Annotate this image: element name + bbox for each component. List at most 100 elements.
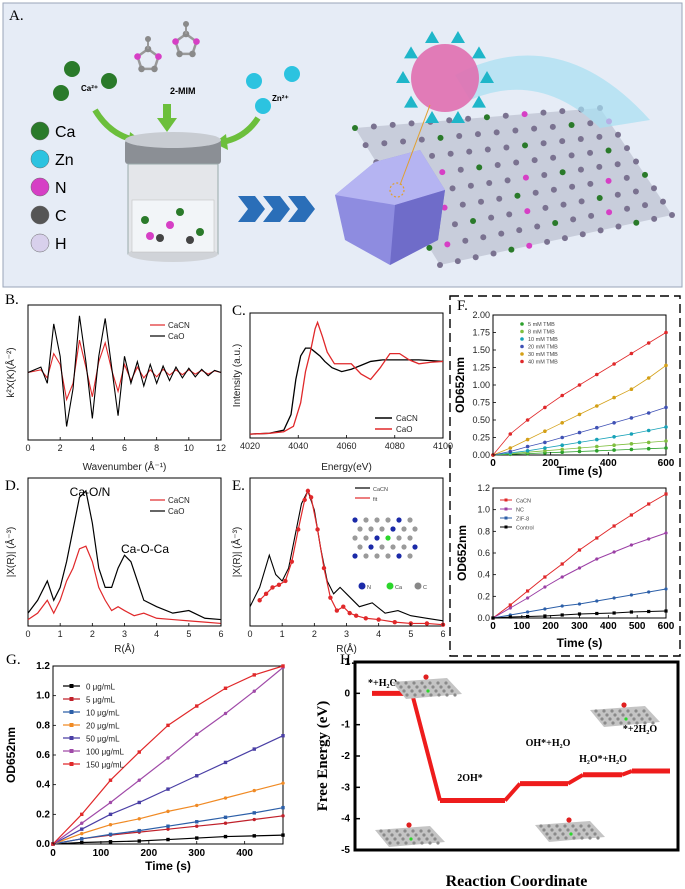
zn-tetrahedron: [471, 46, 486, 59]
data-point-f2-1: [577, 566, 582, 570]
data-point-f1-0: [595, 449, 599, 453]
data-point-e-1: [363, 616, 368, 621]
inset-legend-sphere: [414, 582, 422, 590]
data-point-f2-2: [647, 590, 651, 594]
y-tick-label-f1: 2.00: [472, 310, 490, 320]
x-axis-label-e: R(Å): [336, 642, 357, 655]
y-tick-label-g: 0.2: [36, 809, 50, 820]
data-point-g-3: [137, 817, 141, 821]
data-point-f2-2: [595, 599, 599, 603]
coordination-structure-inset: [352, 517, 422, 590]
x-axis-label-g: Time (s): [145, 859, 191, 873]
data-point-e-1: [276, 582, 282, 588]
x-tick-label-c: 4080: [385, 441, 405, 451]
inset-legend-label: Ca: [395, 585, 403, 591]
data-point-g-6: [137, 750, 141, 754]
data-point-g-0: [80, 840, 84, 845]
series-line-c-1: [249, 320, 444, 435]
free-energy-path: [372, 690, 670, 803]
data-point-g-5: [137, 778, 141, 782]
data-point-g-0: [137, 839, 141, 843]
data-point-f1-1: [543, 449, 547, 453]
x-tick-label-b: 4: [90, 443, 95, 453]
legend-marker-f1: [520, 337, 524, 341]
x-tick-label-c: 4060: [336, 441, 356, 451]
data-point-g-3: [80, 831, 84, 836]
data-point-f1-2: [560, 443, 564, 448]
x-tick-label-b: 6: [122, 443, 127, 453]
data-point-f2-0: [543, 575, 547, 579]
data-point-f1-0: [560, 450, 564, 455]
legend-marker-f1: [520, 322, 524, 326]
data-point-g-5: [108, 800, 113, 805]
data-point-f2-3: [577, 612, 582, 616]
data-point-f2-1: [508, 606, 512, 610]
x-tick-label-g: 0: [50, 848, 56, 859]
legend-marker-f1: [520, 329, 524, 334]
legend-label-f2: Control: [516, 526, 534, 532]
data-point-f1-2: [595, 437, 599, 442]
data-point-f2-3: [595, 611, 599, 616]
x-tick-label-b: 2: [58, 443, 63, 453]
ca-ion-sphere: [64, 61, 80, 77]
data-point-g-0: [252, 834, 256, 838]
chart-b: [27, 304, 222, 441]
x-tick-label-c: 4040: [288, 441, 308, 451]
x-tick-label-e: 0: [247, 629, 252, 639]
y-tick-label-h: -1: [341, 720, 350, 731]
y-tick-label-h: -2: [341, 751, 350, 762]
legend-sphere-zn: [30, 149, 50, 169]
x-tick-label-f2: 400: [600, 621, 617, 632]
data-point-f1-3: [612, 421, 616, 425]
mim-arrow: [163, 104, 171, 118]
x-tick-label-f2: 200: [542, 621, 559, 632]
y-tick-label-f1: 0.50: [472, 415, 490, 425]
legend-label-e: CaCN: [373, 487, 388, 493]
y-tick-label-f1: 0.75: [472, 398, 490, 408]
data-point-f1-1: [664, 439, 668, 443]
data-point-f2-1: [612, 550, 616, 554]
y-tick-label-h: 1: [344, 657, 350, 668]
legend-label-g: 20 μg/mL: [86, 722, 120, 731]
data-point-g-4: [223, 760, 228, 765]
legend-label-g: 5 μg/mL: [86, 696, 116, 705]
data-point-g-2: [137, 828, 141, 833]
legend-label-e: fit: [373, 497, 378, 503]
data-point-e-1: [376, 617, 381, 622]
transition-connector: [621, 769, 633, 777]
data-point-e-1: [315, 527, 320, 532]
data-point-f1-5: [664, 330, 668, 335]
state-label-0: *+H₂O₂: [368, 678, 400, 689]
data-point-f1-1: [595, 444, 599, 449]
data-point-f1-5: [508, 432, 513, 436]
data-point-g-4: [137, 800, 141, 805]
x-tick-label-d: 2: [90, 629, 95, 639]
data-point-e-1: [424, 621, 430, 626]
data-point-g-4: [195, 774, 199, 778]
panel-d-letter: D.: [5, 478, 20, 494]
y-tick-label-f2: 0.0: [477, 613, 490, 623]
data-point-f1-0: [577, 449, 582, 454]
y-tick-label-f2: 0.2: [477, 591, 490, 601]
process-chevron: [288, 196, 315, 222]
data-point-e-1: [334, 608, 340, 613]
x-tick-label-e: 3: [344, 629, 349, 639]
y-tick-label-g: 0.6: [36, 750, 50, 761]
y-tick-label-f2: 0.8: [477, 526, 490, 536]
data-point-g-3: [195, 803, 199, 808]
chart-c: [249, 312, 444, 439]
plot-area-f2: [492, 487, 667, 619]
data-point-f1-4: [595, 404, 599, 408]
series-line-b-1: [27, 315, 222, 427]
data-point-e-1: [289, 559, 295, 564]
data-point-f1-3: [577, 430, 582, 435]
inset-legend-sphere: [386, 582, 394, 590]
data-point-e-1: [302, 497, 307, 503]
data-point-f2-0: [647, 502, 651, 506]
data-point-g-1: [252, 817, 256, 822]
state-label-1: 2OH*: [457, 773, 483, 784]
data-point-f1-2: [612, 435, 616, 439]
data-point-f2-2: [664, 587, 668, 591]
2-mim-label: 2-MIM: [170, 86, 196, 96]
data-point-f1-1: [577, 446, 582, 450]
